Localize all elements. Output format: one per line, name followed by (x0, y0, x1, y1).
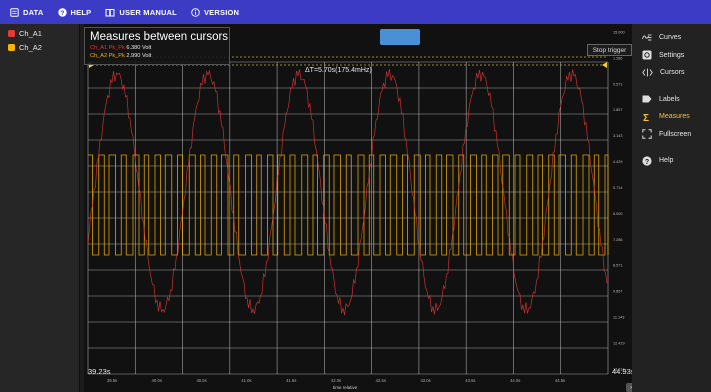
rp-label: Labels (659, 95, 680, 103)
y-tick-label: 11.143 (613, 316, 624, 320)
rp-label: Fullscreen (659, 130, 692, 138)
oscilloscope-plot[interactable]: 15.000 1.286 0.571 1.857 3.143 4.429 5.714 6.00… (84, 24, 632, 392)
channel-item-ch-a1[interactable]: Ch_A1 (8, 28, 79, 38)
x-axis-label: time relative (333, 385, 358, 390)
expand-icon[interactable]: › (626, 383, 636, 392)
rp-label: Measures (659, 113, 690, 121)
rp-label: Cursors (660, 69, 685, 77)
menu-help[interactable]: ? HELP (57, 7, 92, 17)
y-tick-label: 4.429 (613, 160, 623, 164)
y-tick-label: 6.000 (613, 212, 623, 216)
x-tick-label: 43.5s (465, 378, 475, 383)
series-ch-a2 (88, 154, 609, 256)
measures-panel: Measures between cursors Ch_A1 Pk_Pk 6.3… (84, 27, 230, 65)
svg-text:Σ: Σ (643, 113, 649, 122)
y-tick-label: 5.714 (613, 186, 623, 190)
curves-icon (642, 33, 652, 42)
rp-item-cursors[interactable]: Cursors (632, 64, 711, 82)
y-tick-label: 15.000 (613, 31, 625, 35)
menu-user-manual-label: USER MANUAL (119, 7, 177, 17)
x-tick-label: 44.0s (510, 378, 520, 383)
rp-item-settings[interactable]: Settings (632, 47, 711, 65)
cursor-delta-label: ΔT=5.70s(175.4mHz) (305, 67, 372, 74)
info-circle-icon (191, 7, 200, 17)
measure-name: Ch_A2 Pk_Pk (90, 53, 125, 59)
time-start-label: 39.23s (88, 367, 111, 376)
menu-version[interactable]: VERSION (191, 8, 239, 17)
channel-label: Ch_A2 (19, 42, 42, 52)
x-tick-label: 42.0s (331, 378, 341, 383)
channel-color-swatch (8, 43, 15, 51)
book-icon (105, 8, 115, 17)
measures-title: Measures between cursors (90, 31, 229, 43)
rp-item-fullscreen[interactable]: Fullscreen (632, 126, 711, 144)
menu-help-label: HELP (70, 7, 92, 17)
sigma-icon: Σ (642, 112, 652, 122)
rp-label: Curves (659, 34, 682, 42)
y-tick-label: 7.286 (613, 238, 623, 242)
cursor-marker-right (602, 62, 607, 68)
menu-data[interactable]: DATA (10, 8, 44, 17)
y-tick-label: 8.571 (613, 264, 623, 268)
series-ch-a1 (87, 69, 608, 315)
x-tick-label: 41.5s (286, 378, 296, 383)
help-icon: ? (642, 156, 652, 166)
x-tick-label: 41.0s (241, 378, 251, 383)
measure-name: Ch_A1 Pk_Pk (90, 45, 125, 51)
x-tick-label: 40.5s (196, 378, 206, 383)
rp-item-help[interactable]: ? Help (632, 152, 711, 170)
top-menu-bar: DATA ? HELP USER MANUAL VERSION (0, 0, 711, 24)
rp-label: Help (659, 157, 674, 165)
rp-item-curves[interactable]: Curves (632, 29, 711, 47)
menu-user-manual[interactable]: USER MANUAL (105, 8, 177, 17)
settings-icon (642, 50, 652, 60)
stop-trigger-button[interactable]: Stop trigger (587, 44, 632, 56)
database-icon (10, 7, 19, 17)
x-tick-label: 44.5s (555, 378, 565, 383)
y-tick-label: 13.714 (613, 367, 625, 371)
rp-item-labels[interactable]: Labels (632, 91, 711, 109)
fullscreen-icon (642, 129, 652, 139)
y-tick-label: 9.857 (613, 290, 623, 294)
plot-canvas[interactable]: 15.000 1.286 0.571 1.857 3.143 4.429 5.714 6.00… (84, 24, 632, 392)
y-tick-label: 1.286 (613, 56, 623, 60)
y-tick-label: 0.571 (613, 82, 623, 86)
measure-value: 2.990 Volt (126, 53, 152, 59)
channel-item-ch-a2[interactable]: Ch_A2 (8, 42, 79, 52)
y-tick-label: 3.143 (613, 134, 623, 138)
channel-panel: Ch_A1 Ch_A2 (0, 24, 80, 392)
menu-version-label: VERSION (203, 7, 240, 17)
channel-label: Ch_A1 (19, 28, 42, 38)
measure-line-ch-a1: Ch_A1 Pk_Pk 6.380 Volt (90, 45, 224, 51)
rp-label: Settings (659, 51, 685, 59)
svg-text:?: ? (645, 159, 649, 166)
x-tick-label: 43.0s (420, 378, 430, 383)
y-tick-label: 12.429 (613, 341, 625, 345)
help-circle-icon: ? (57, 7, 67, 17)
measure-value: 6.380 Volt (126, 45, 152, 51)
label-icon (642, 95, 652, 103)
channel-color-swatch (8, 29, 15, 37)
menu-data-label: DATA (23, 7, 44, 17)
svg-text:?: ? (60, 10, 64, 17)
cursors-icon (642, 68, 653, 77)
x-tick-label: 42.5s (376, 378, 386, 383)
timeline-scroll-thumb[interactable] (380, 29, 420, 45)
rp-item-measures[interactable]: Σ Measures (632, 108, 711, 126)
measure-line-ch-a2: Ch_A2 Pk_Pk 2.990 Volt (90, 53, 224, 59)
tools-panel: Curves Settings Cursors Labels Σ Measure… (632, 24, 711, 392)
time-end-label: 44.93s (612, 367, 635, 376)
x-tick-label: 40.0s (152, 378, 162, 383)
x-tick-label: 39.5s (107, 378, 117, 383)
y-tick-label: 1.857 (613, 108, 623, 112)
